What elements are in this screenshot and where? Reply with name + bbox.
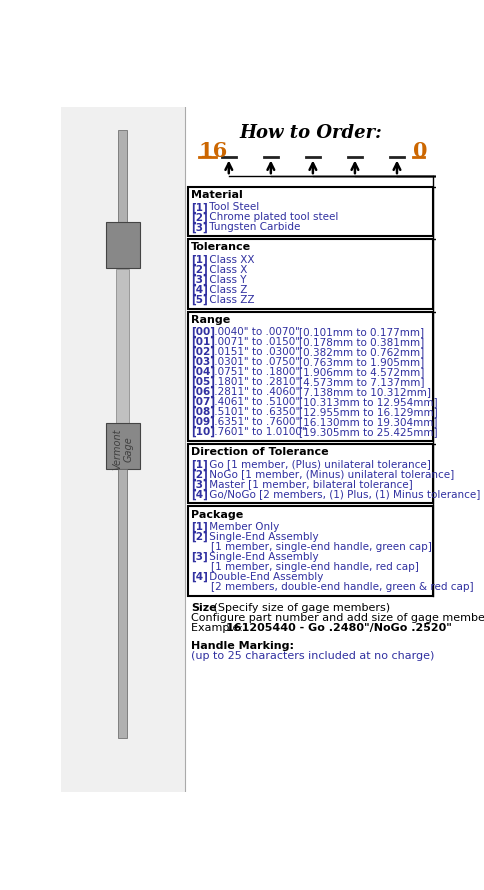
Text: [4.573mm to 7.137mm]: [4.573mm to 7.137mm]: [299, 377, 424, 387]
Text: .4061" to .5100": .4061" to .5100": [211, 397, 300, 407]
Text: [3]: [3]: [190, 222, 207, 232]
Text: Class Z: Class Z: [206, 285, 247, 295]
Text: [05]: [05]: [190, 377, 214, 387]
Text: [2 members, double-end handle, green & red cap]: [2 members, double-end handle, green & r…: [211, 582, 472, 592]
Bar: [187, 187, 433, 236]
Text: [2]: [2]: [190, 469, 207, 480]
Text: [1 member, single-end handle, green cap]: [1 member, single-end handle, green cap]: [211, 542, 431, 552]
Text: Class ZZ: Class ZZ: [206, 295, 254, 304]
Text: [08]: [08]: [190, 407, 214, 417]
Text: [07]: [07]: [190, 397, 214, 408]
Text: [1]: [1]: [190, 459, 207, 470]
Text: Tool Steel: Tool Steel: [206, 202, 259, 213]
Text: 0: 0: [412, 142, 427, 161]
Text: .0040" to .0070": .0040" to .0070": [211, 327, 299, 337]
Text: Master [1 member, bilateral tolerance]: Master [1 member, bilateral tolerance]: [206, 480, 412, 490]
Text: [06]: [06]: [190, 387, 214, 397]
Text: [12.955mm to 16.129mm]: [12.955mm to 16.129mm]: [299, 407, 437, 417]
Text: .0151" to .0300": .0151" to .0300": [211, 347, 300, 357]
Text: [03]: [03]: [190, 357, 214, 368]
Bar: [187, 506, 433, 595]
Text: [09]: [09]: [190, 417, 214, 427]
Text: [2]: [2]: [190, 213, 207, 222]
Text: [10.313mm to 12.954mm]: [10.313mm to 12.954mm]: [299, 397, 437, 407]
Bar: [106, 222, 139, 269]
Bar: [106, 423, 139, 469]
Text: Class XX: Class XX: [206, 255, 254, 264]
Text: .0071" to .0150": .0071" to .0150": [211, 337, 300, 347]
Text: Tolerance: Tolerance: [190, 242, 250, 253]
Text: [3]: [3]: [190, 480, 207, 490]
Text: [10]: [10]: [190, 427, 214, 437]
Text: [4]: [4]: [190, 490, 207, 500]
Text: [4]: [4]: [190, 285, 207, 295]
Bar: [187, 239, 433, 309]
Text: [0.382mm to 0.762mm]: [0.382mm to 0.762mm]: [299, 347, 424, 357]
Bar: [116, 269, 129, 423]
Text: .0751" to .1800": .0751" to .1800": [211, 367, 300, 377]
Text: 16: 16: [198, 142, 227, 161]
Text: [1.906mm to 4.572mm]: [1.906mm to 4.572mm]: [299, 367, 424, 377]
Text: [2]: [2]: [190, 532, 207, 542]
Text: [1 member, single-end handle, red cap]: [1 member, single-end handle, red cap]: [211, 562, 418, 572]
Text: .2811" to .4060": .2811" to .4060": [211, 387, 300, 397]
Text: [00]: [00]: [190, 327, 214, 337]
Text: [01]: [01]: [190, 337, 214, 347]
Text: .5101" to .6350": .5101" to .6350": [211, 407, 300, 417]
Text: Single-End Assembly: Single-End Assembly: [206, 552, 318, 562]
Text: Single-End Assembly: Single-End Assembly: [206, 532, 318, 542]
Text: Class X: Class X: [206, 264, 247, 275]
Text: Size: Size: [190, 603, 216, 613]
Bar: [60, 107, 184, 792]
Text: .0301" to .0750": .0301" to .0750": [211, 357, 300, 367]
Text: [0.178mm to 0.381mm]: [0.178mm to 0.381mm]: [299, 337, 424, 347]
Text: [2]: [2]: [190, 264, 207, 275]
Text: Example:: Example:: [190, 624, 246, 634]
Text: How to Order:: How to Order:: [239, 124, 381, 142]
Text: .1801" to .2810": .1801" to .2810": [211, 377, 300, 387]
Text: [3]: [3]: [190, 552, 207, 562]
Text: Package: Package: [190, 509, 242, 520]
Text: [0.101mm to 0.177mm]: [0.101mm to 0.177mm]: [299, 327, 424, 337]
Text: Member Only: Member Only: [206, 522, 279, 532]
Text: Go/NoGo [2 members, (1) Plus, (1) Minus tolerance]: Go/NoGo [2 members, (1) Plus, (1) Minus …: [206, 490, 480, 499]
Text: Class Y: Class Y: [206, 275, 246, 285]
Bar: [187, 444, 433, 504]
Text: [1]: [1]: [190, 202, 207, 213]
Text: Material: Material: [190, 190, 242, 200]
Text: .7601" to 1.0100": .7601" to 1.0100": [211, 427, 306, 437]
Text: 161205440 - Go .2480"/NoGo .2520": 161205440 - Go .2480"/NoGo .2520": [225, 624, 451, 634]
Text: Double-End Assembly: Double-End Assembly: [206, 572, 323, 582]
Bar: [118, 469, 127, 738]
Text: [19.305mm to 25.425mm]: [19.305mm to 25.425mm]: [299, 427, 437, 437]
Text: [02]: [02]: [190, 347, 214, 357]
Text: NoGo [1 member, (Minus) unilateral tolerance]: NoGo [1 member, (Minus) unilateral toler…: [206, 469, 454, 480]
Text: [04]: [04]: [190, 367, 214, 377]
Text: [1]: [1]: [190, 255, 207, 265]
Text: Range: Range: [190, 315, 229, 325]
Text: [5]: [5]: [190, 295, 207, 305]
Text: .6351" to .7600": .6351" to .7600": [211, 417, 300, 427]
Text: Chrome plated tool steel: Chrome plated tool steel: [206, 213, 338, 222]
Text: Vermont
Gage: Vermont Gage: [112, 429, 133, 470]
Bar: [118, 130, 127, 222]
Text: Configure part number and add size of gage members.: Configure part number and add size of ga…: [190, 613, 484, 624]
Text: Tungsten Carbide: Tungsten Carbide: [206, 222, 300, 232]
Text: [16.130mm to 19.304mm]: [16.130mm to 19.304mm]: [299, 417, 437, 427]
Text: [1]: [1]: [190, 522, 207, 532]
Text: (up to 25 characters included at no charge): (up to 25 characters included at no char…: [190, 651, 433, 661]
Text: [0.763mm to 1.905mm]: [0.763mm to 1.905mm]: [299, 357, 424, 367]
Text: [7.138mm to 10.312mm]: [7.138mm to 10.312mm]: [299, 387, 430, 397]
Text: [4]: [4]: [190, 572, 207, 582]
Text: Direction of Tolerance: Direction of Tolerance: [190, 447, 328, 457]
Text: (Specify size of gage members): (Specify size of gage members): [210, 603, 390, 613]
Text: Handle Marking:: Handle Marking:: [190, 641, 293, 651]
Text: Go [1 member, (Plus) unilateral tolerance]: Go [1 member, (Plus) unilateral toleranc…: [206, 459, 430, 469]
Bar: [187, 312, 433, 441]
Text: [3]: [3]: [190, 275, 207, 285]
